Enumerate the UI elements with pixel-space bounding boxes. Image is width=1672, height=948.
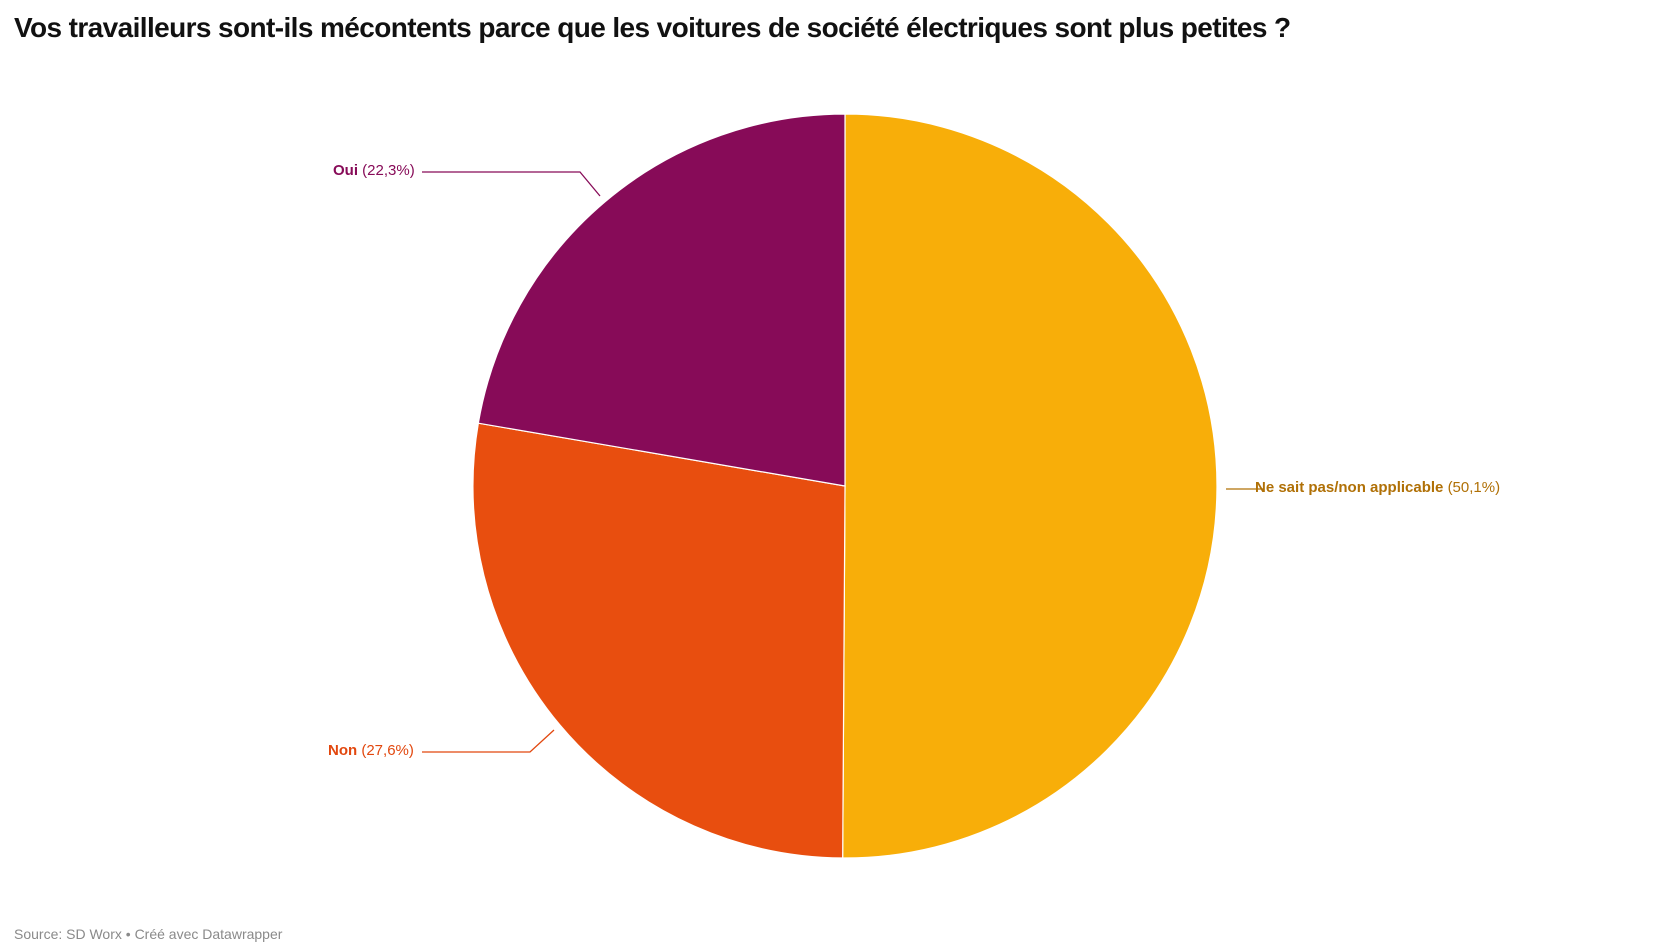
leader-line-non [422,729,555,753]
source-footer: Source: SD Worx • Créé avec Datawrapper [14,926,283,942]
leader-lines [422,171,1263,753]
label-non-name: Non [328,742,358,759]
slice-ne-sait-pas [842,113,1218,859]
slice-oui [477,113,846,487]
slice-non [472,422,846,859]
leader-line-oui [422,171,601,197]
pie-slices [472,113,1218,859]
label-oui-name: Oui [333,162,358,179]
label-ne-sait-pas: Ne sait pas/non applicable (50,1%) [1255,479,1500,497]
label-oui: Oui (22,3%) [333,162,415,180]
label-ne-sait-pas-value: (50,1%) [1447,479,1501,496]
label-non: Non (27,6%) [328,742,414,760]
label-oui-value: (22,3%) [362,162,415,179]
label-non-value: (27,6%) [361,742,414,759]
label-ne-sait-pas-name: Ne sait pas/non applicable [1255,479,1444,496]
chart-title: Vos travailleurs sont-ils mécontents par… [14,12,1291,43]
